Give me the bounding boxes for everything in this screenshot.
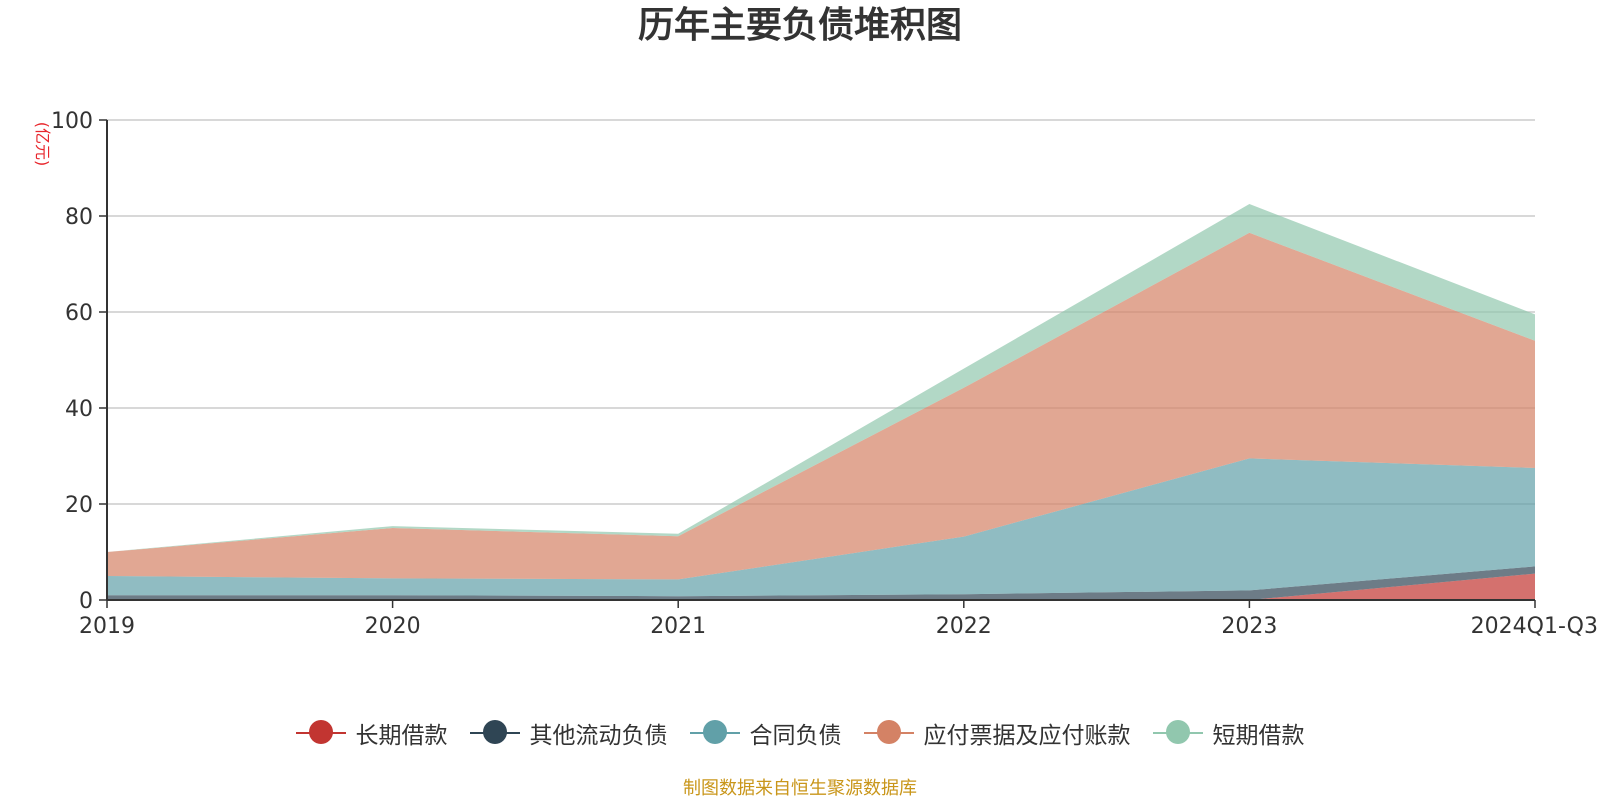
legend-item-3[interactable]: 应付票据及应付账款 (863, 716, 1131, 750)
legend-label: 长期借款 (355, 723, 448, 749)
y-tick-label: 40 (65, 397, 93, 422)
legend-marker-icon (689, 720, 740, 746)
x-tick-label: 2019 (79, 614, 135, 639)
legend-label: 合同负债 (749, 723, 842, 749)
area-series-0[interactable] (107, 573, 1535, 600)
x-tick-label: 2023 (1221, 614, 1277, 639)
y-tick-label: 60 (65, 301, 93, 326)
y-tick-label: 0 (79, 589, 93, 614)
axes: 0 20 40 60 80 100 2019 2020 2021 2022 2023 2024Q1-Q… (51, 109, 1598, 639)
chart-title: 历年主要负债堆积图 (637, 5, 962, 46)
legend-label: 其他流动负债 (529, 723, 668, 749)
x-tick-label: 2022 (936, 614, 992, 639)
stacked-areas (107, 204, 1535, 600)
x-tick-label: 2021 (650, 614, 706, 639)
legend-item-2[interactable]: 合同负债 (689, 716, 842, 750)
x-tick-label: 2024Q1-Q3 (1471, 614, 1598, 639)
legend-marker-icon (1152, 720, 1203, 746)
legend-label: 应付票据及应付账款 (923, 723, 1131, 749)
legend-item-4[interactable]: 短期借款 (1152, 716, 1305, 750)
y-tick-label: 80 (65, 205, 93, 230)
legend-item-1[interactable]: 其他流动负债 (469, 716, 668, 750)
legend-marker-icon (863, 720, 914, 746)
legend-marker-icon (469, 720, 520, 746)
x-tick-label: 2020 (365, 614, 421, 639)
y-tick-label: 100 (51, 109, 93, 134)
area-series-2[interactable] (107, 458, 1535, 597)
chart-legend: 长期借款 其他流动负债 合同负债 应付票据及应付账款 短期借款 (0, 716, 1600, 750)
legend-marker-icon (295, 720, 346, 746)
data-source-note: 制图数据来自恒生聚源数据库 (683, 778, 917, 799)
y-tick-label: 20 (65, 493, 93, 518)
legend-label: 短期借款 (1212, 723, 1305, 749)
legend-item-0[interactable]: 长期借款 (295, 716, 448, 750)
area-series-1[interactable] (107, 566, 1535, 600)
area-series-3[interactable] (107, 232, 1535, 580)
